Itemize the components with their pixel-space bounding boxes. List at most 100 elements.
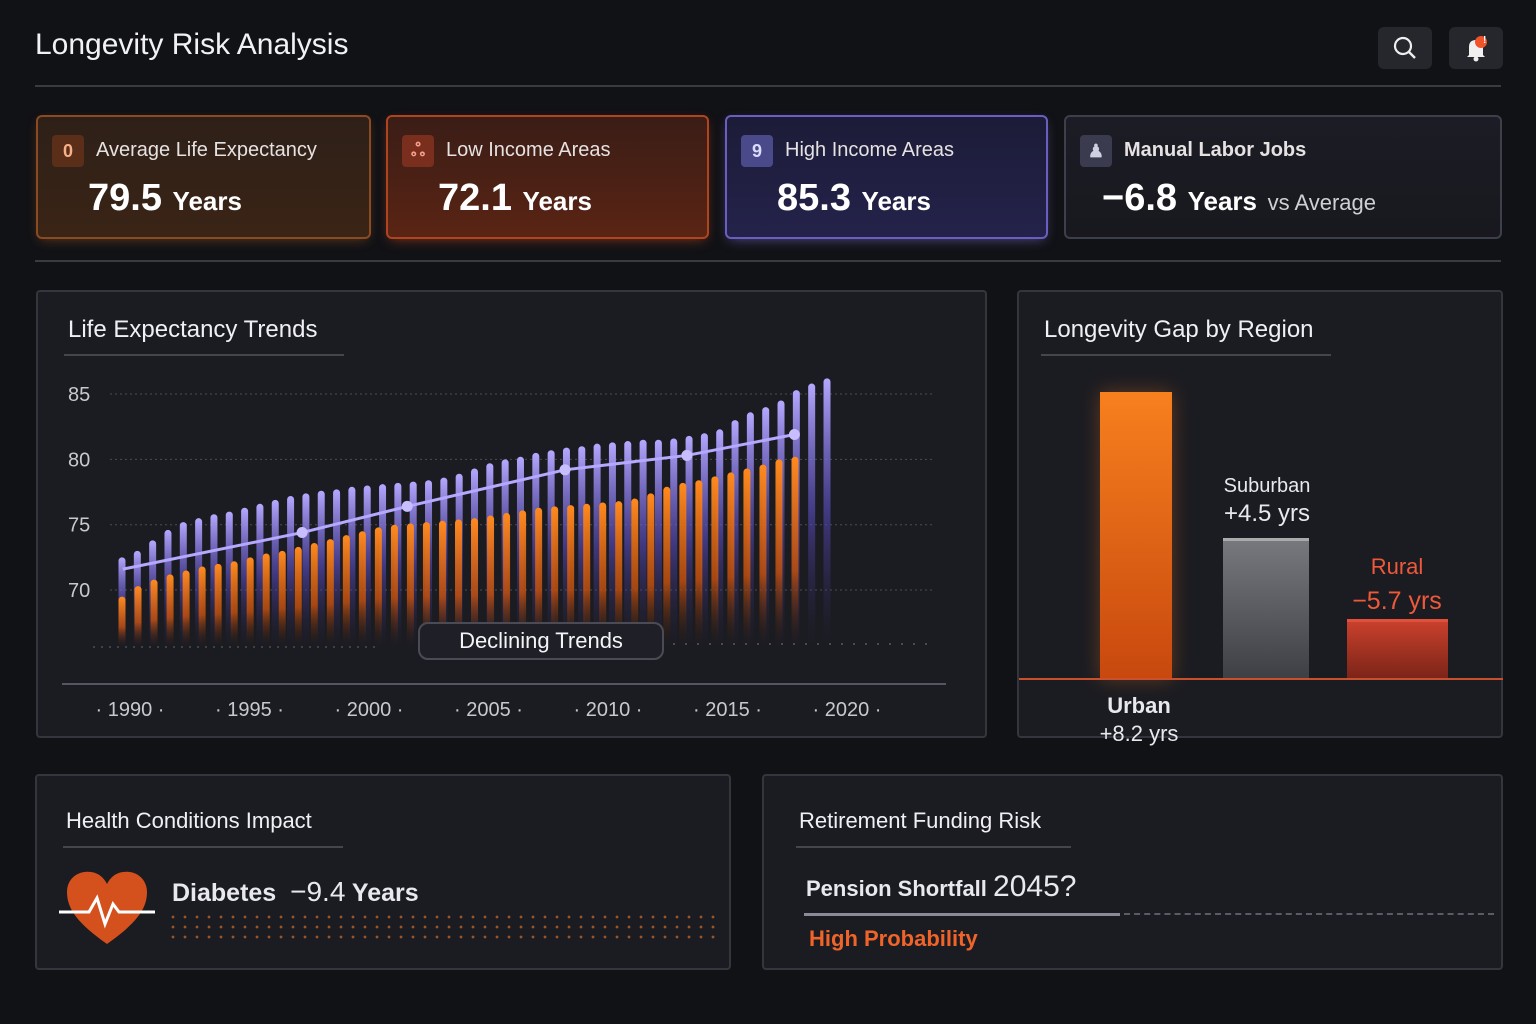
title-underline [796,846,1071,848]
notifications-button[interactable]: ! [1449,27,1503,69]
card-suffix: vs Average [1267,190,1377,215]
bar [134,586,142,647]
progress-line [804,913,1120,916]
bar [471,518,479,647]
title-underline [63,846,343,848]
trend-marker [788,429,800,441]
bar [150,579,158,647]
card-value: 72.1 [438,177,512,219]
bar-rural [1347,619,1448,679]
card-high-income-areas[interactable]: 9 High Income Areas 85.3 Years [725,115,1048,239]
alert-icon: 0 [52,135,84,167]
bar [695,480,703,647]
impact-dots [167,912,717,942]
notification-badge: ! [1483,35,1487,46]
bar [278,550,286,647]
heart-pulse-icon [59,871,155,944]
x-tick-label: · 2020 · [813,699,882,721]
bar [639,439,647,647]
retirement-funding-panel: Retirement Funding Risk Pension Shortfal… [762,774,1503,970]
search-icon [1393,36,1416,59]
trend-marker [681,449,693,461]
card-unit: Years [522,186,592,216]
bar [608,442,616,647]
label-urban: Urban +8.2 yrs [1099,693,1179,746]
bar [503,512,511,647]
bar [256,503,264,647]
card-value: −6.8 [1102,177,1178,219]
card-manual-labor-jobs[interactable]: ♟ Manual Labor Jobs −6.8 Years vs Averag… [1064,115,1502,239]
bar [743,468,751,647]
bar [808,383,816,647]
panel-title: Life Expectancy Trends [68,316,318,343]
page-title: Longevity Risk Analysis [35,28,349,61]
bar [685,435,693,647]
x-tick-label: · 2010 · [574,699,643,721]
bar [615,501,623,647]
panel-title: Retirement Funding Risk [799,808,1042,833]
bar [287,495,295,647]
bar [358,531,366,647]
card-unit: Years [172,186,242,216]
bar [182,570,190,647]
panel-title: Longevity Gap by Region [1044,316,1314,343]
bar [271,499,279,647]
x-tick-label: · 2015 · [693,699,762,721]
bar [342,535,350,647]
bar [118,596,126,647]
trend-line [122,433,795,571]
bar [593,443,601,647]
bar [791,456,799,647]
x-tick-label: · 1990 · [96,699,165,721]
card-label: Average Life Expectancy [96,139,317,161]
label-rural: Rural −5.7 yrs [1352,554,1442,615]
card-value: 79.5 [88,177,162,219]
card-low-income-areas[interactable]: ஃ Low Income Areas 72.1 Years [386,115,709,239]
bar [700,433,708,647]
bar [727,472,735,647]
card-label: Manual Labor Jobs [1124,139,1307,161]
card-label: Low Income Areas [446,139,611,161]
risk-level: High Probability [809,926,978,951]
trend-marker [401,500,413,512]
bar [583,503,591,647]
bar [535,507,543,647]
bar [246,557,254,647]
x-tick-label: · 2000 · [335,699,404,721]
bar [487,515,495,647]
bar [302,493,310,647]
bar [670,438,678,647]
y-tick-label: 75 [68,515,90,537]
progress-track [1124,913,1494,915]
baseline [1019,678,1503,680]
y-tick-label: 80 [68,449,90,471]
longevity-gap-panel: Longevity Gap by Region Urban +8.2 yrs Su… [1017,290,1503,746]
bar [711,476,719,647]
x-tick-label: · 2005 · [454,699,523,721]
bar [654,439,662,647]
condition-row: Diabetes −9.4 Years [172,876,419,907]
declining-trends-annotation: Declining Trends [418,622,664,660]
bar [326,539,334,647]
title-underline [1041,354,1331,356]
panel-title: Health Conditions Impact [66,808,312,833]
search-button[interactable] [1378,27,1432,69]
bar [262,553,270,647]
x-tick-label: · 1995 · [215,699,284,721]
bar-suburban [1223,538,1309,679]
bar [455,519,462,647]
bar [823,378,831,647]
bar [567,505,575,647]
card-average-life-expectancy[interactable]: 0 Average Life Expectancy 79.5 Years [36,115,371,239]
card-value: 85.3 [777,177,851,219]
bar [230,561,238,647]
trend-marker [296,527,308,539]
people-icon: ஃ [402,135,434,167]
trend-chart: 85 80 75 70 · 1990 · · 1995 · · 2000 · · 2005 ·… [62,378,946,721]
section-divider [35,260,1501,262]
bar [775,459,783,647]
bar [599,502,607,647]
bar-urban [1100,392,1172,679]
bar [166,574,174,647]
bar [759,464,767,647]
